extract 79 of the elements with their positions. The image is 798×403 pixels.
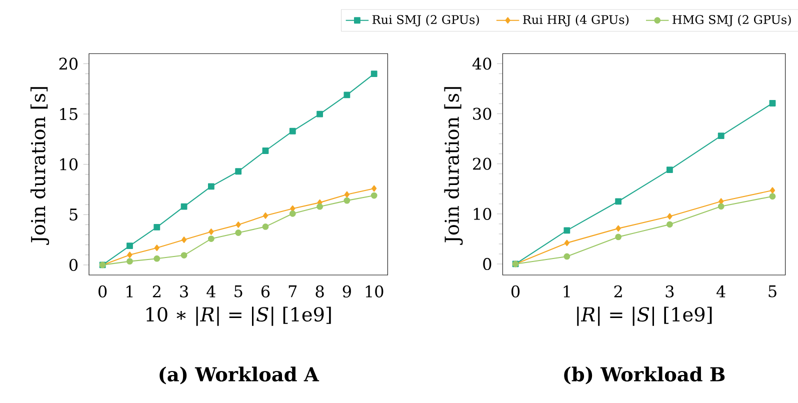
- x-tick-label: 8: [316, 285, 324, 298]
- y-tick-label: 0: [69, 258, 78, 271]
- point: [235, 230, 242, 236]
- text: (b) Workload B: [564, 366, 725, 384]
- point: [564, 240, 570, 246]
- x-tick-label: 9: [342, 285, 351, 298]
- y-tick-label: 30: [473, 108, 492, 120]
- point: [180, 252, 188, 258]
- point: [126, 242, 133, 250]
- point: [344, 92, 350, 98]
- point: [344, 191, 350, 198]
- x-tick-label: 0: [98, 285, 107, 298]
- point: [208, 228, 214, 235]
- x-tick-label: 3: [180, 285, 188, 298]
- y-tick-label: 40: [472, 58, 492, 70]
- point: [615, 234, 622, 240]
- point: [290, 205, 296, 212]
- point: [126, 258, 133, 265]
- point: [236, 221, 241, 228]
- point: [770, 187, 776, 194]
- x-tick-label: 5: [234, 285, 242, 298]
- point: [182, 236, 187, 243]
- point: [316, 203, 323, 210]
- point: [262, 148, 269, 154]
- point: [208, 236, 214, 242]
- x-tick-label: 1: [564, 285, 570, 298]
- x-axis-title: 10 ∗ |R| = |S| [1e9]: [146, 306, 331, 326]
- point: [370, 192, 378, 199]
- point: [666, 166, 673, 174]
- x-tick-label: 6: [261, 285, 270, 298]
- y-tick-label: 0: [483, 258, 492, 270]
- x-tick-label: 2: [614, 285, 622, 298]
- y-tick-label: 10: [474, 208, 492, 220]
- x-tick-label: 5: [768, 285, 776, 298]
- point: [564, 227, 570, 234]
- point: [718, 203, 724, 210]
- legend-label: Rui HRJ (4 GPUs): [523, 14, 629, 26]
- x-tick-label: 1: [126, 285, 133, 298]
- point: [262, 224, 269, 230]
- point: [208, 183, 214, 190]
- legend-label: HMG SMJ (2 GPUs): [672, 14, 791, 26]
- text: (a) Workload A: [160, 366, 320, 384]
- point: [372, 185, 377, 192]
- x-tick-label: 7: [288, 285, 297, 298]
- x-tick-label: 3: [666, 285, 674, 298]
- point: [666, 221, 673, 228]
- y-tick-label: 20: [473, 158, 492, 170]
- point: [718, 132, 724, 139]
- point: [235, 168, 242, 175]
- point: [180, 203, 188, 210]
- x-tick-label: 4: [716, 285, 726, 298]
- point: [316, 110, 323, 118]
- y-axis-title: Join duration [s]: [444, 87, 463, 245]
- x-tick-label: 10: [366, 285, 384, 298]
- point: [769, 100, 776, 106]
- y-tick-label: 15: [60, 108, 78, 120]
- y-tick-label: 20: [59, 58, 78, 70]
- point: [615, 198, 622, 205]
- point: [154, 244, 160, 252]
- x-tick-label: 4: [206, 285, 216, 298]
- y-axis-title: Join duration [s]: [30, 87, 50, 245]
- y-tick-label: 10: [60, 158, 78, 170]
- point: [344, 197, 350, 204]
- point: [154, 255, 160, 262]
- point: [262, 212, 268, 219]
- point: [616, 225, 621, 232]
- point: [289, 210, 296, 217]
- x-tick-label: 2: [152, 285, 160, 298]
- x-axis-title: |R| = |S| [1e9]: [577, 306, 712, 326]
- x-tick-label: 0: [511, 285, 520, 298]
- point: [154, 224, 160, 230]
- point: [769, 193, 776, 200]
- point: [667, 213, 672, 220]
- point: [370, 70, 378, 77]
- point: [127, 252, 132, 258]
- y-tick-label: 5: [70, 208, 78, 221]
- point: [564, 253, 570, 260]
- point: [289, 128, 296, 134]
- legend-label: Rui SMJ (2 GPUs): [372, 14, 479, 26]
